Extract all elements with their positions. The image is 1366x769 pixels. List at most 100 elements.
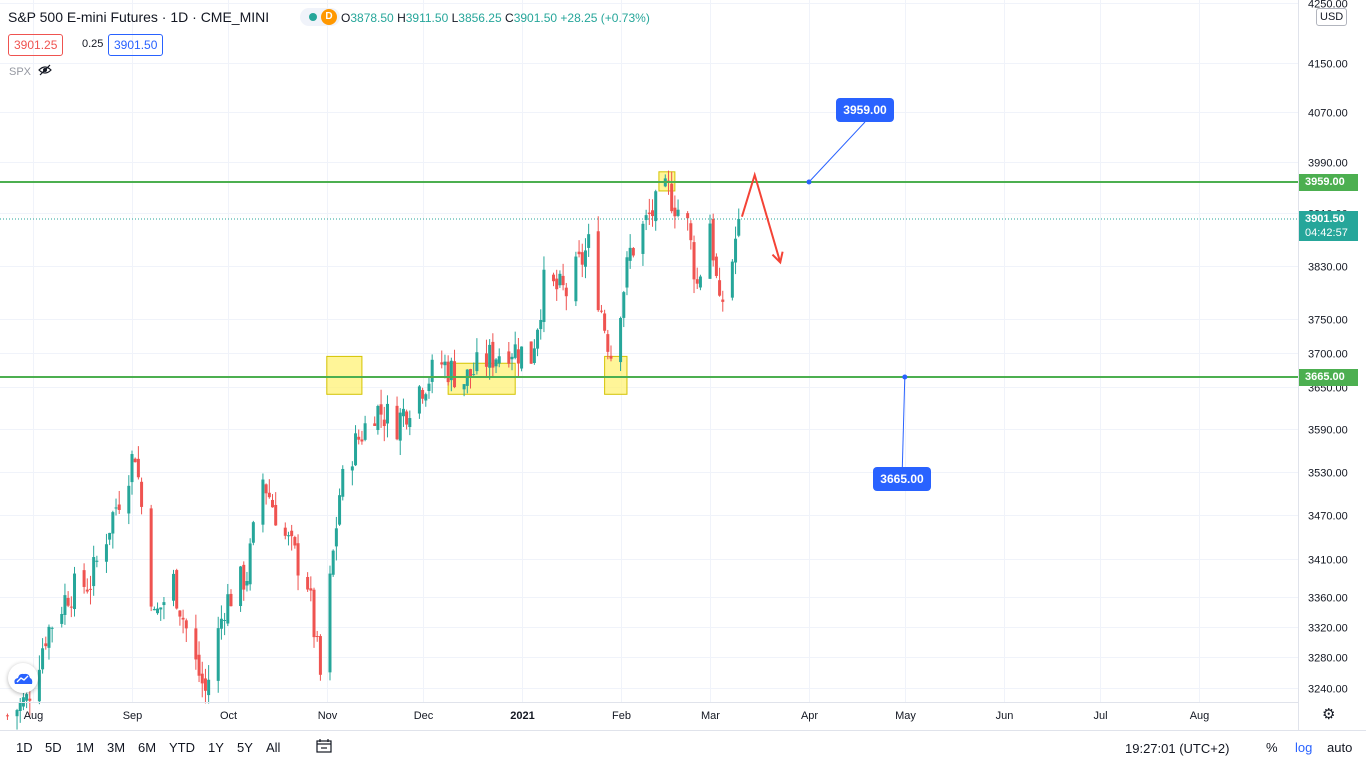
candle-body <box>331 550 335 575</box>
price-tick-10: 3530.00 <box>1308 468 1348 480</box>
time-tick-6: Feb <box>612 710 631 722</box>
candle-body <box>223 620 227 622</box>
market-status[interactable]: D <box>300 8 340 26</box>
price-chart[interactable]: 4250.004150.004070.003990.003910.003830.… <box>0 0 1366 730</box>
price-tick-1: 4150.00 <box>1308 59 1348 71</box>
price-tick-7: 3700.00 <box>1308 349 1348 361</box>
candle-body <box>108 532 112 540</box>
bottom-toolbar <box>0 730 1366 769</box>
candle-body <box>574 256 578 302</box>
candle-body <box>172 573 176 601</box>
candle-body <box>606 334 610 352</box>
candle-body <box>159 607 163 610</box>
candles <box>5 170 741 730</box>
price-axis[interactable]: 4250.004150.004070.003990.003910.003830.… <box>1308 0 1348 696</box>
timeframe-6m[interactable]: 6M <box>138 740 157 755</box>
time-axis[interactable]: Aug Sep Oct Nov Dec 2021 Feb Mar Apr May Jun Jul Aug <box>24 710 1210 722</box>
candle-body <box>417 386 421 414</box>
candle-body <box>408 418 412 428</box>
candle-body <box>264 484 268 494</box>
auto-scale-toggle[interactable]: auto <box>1327 740 1353 755</box>
timezone-clock[interactable]: 19:27:01 (UTC+2) <box>1125 741 1230 756</box>
price-tick-6: 3750.00 <box>1308 315 1348 327</box>
candle-body <box>558 273 562 286</box>
candle-body <box>312 589 316 638</box>
timeframe-all[interactable]: All <box>266 740 281 755</box>
candle-body <box>379 404 383 415</box>
candle-body <box>427 383 431 392</box>
log-scale-toggle[interactable]: log <box>1295 740 1313 755</box>
candle-body <box>446 361 450 383</box>
candle-body <box>127 485 131 514</box>
drawings[interactable] <box>740 121 908 480</box>
candle-body <box>580 252 584 265</box>
candle-body <box>261 479 265 525</box>
candle-body <box>539 319 543 330</box>
time-tick-9: May <box>895 710 916 722</box>
candle-body <box>360 439 364 442</box>
time-tick-4: Dec <box>414 710 434 722</box>
highlight-zones <box>326 171 676 395</box>
candle-body <box>306 576 310 590</box>
candle-body <box>140 481 144 507</box>
chart-grid <box>0 0 1298 702</box>
ohlc-legend: O3878.50 H3911.50 L3856.25 C3901.50 +28.… <box>341 11 650 25</box>
sell-price-button[interactable]: 3901.25 <box>8 34 64 56</box>
candle-body <box>711 219 715 261</box>
timeframe-5y[interactable]: 5Y <box>237 740 253 755</box>
candle-body <box>50 627 54 629</box>
candle-body <box>197 654 201 676</box>
timeframe-1y[interactable]: 1Y <box>208 740 224 755</box>
calendar-range-icon[interactable] <box>316 739 332 756</box>
gear-icon[interactable]: ⚙ <box>1322 706 1336 723</box>
candle-body <box>583 250 587 267</box>
candle-body <box>532 348 536 364</box>
timeframe-1d[interactable]: 1D <box>16 740 33 755</box>
timeframe-5d[interactable]: 5D <box>45 740 62 755</box>
candle-body <box>542 269 546 322</box>
timeframe-1m[interactable]: 1M <box>76 740 95 755</box>
time-tick-3: Nov <box>318 710 338 722</box>
currency-badge[interactable]: USD <box>1316 8 1348 26</box>
resistance-callout[interactable]: 3959.00 <box>836 98 894 122</box>
candle-body <box>315 636 319 638</box>
time-tick-1: Sep <box>123 710 143 722</box>
candle-body <box>136 458 140 478</box>
percent-scale-toggle[interactable]: % <box>1266 740 1278 755</box>
buy-price-button[interactable]: 3901.50 <box>108 34 164 56</box>
tradingview-cloud-icon[interactable] <box>8 663 38 693</box>
candle-body <box>175 570 179 609</box>
candle-body <box>401 408 405 417</box>
candle-body <box>497 356 501 364</box>
candle-body <box>484 353 488 367</box>
candle-body <box>357 436 361 440</box>
forecast-arrow[interactable] <box>740 171 782 263</box>
candle-body <box>628 247 632 261</box>
resistance-callout-anchor[interactable] <box>806 179 812 185</box>
candle-body <box>271 499 275 508</box>
candle-body <box>644 215 648 221</box>
compare-symbol-label[interactable]: SPX <box>9 66 32 78</box>
candle-body <box>631 248 635 256</box>
timeframe-3m[interactable]: 3M <box>107 740 126 755</box>
candle-body <box>491 341 495 368</box>
candle-body <box>194 628 198 660</box>
horizontal-lines[interactable] <box>0 181 1298 378</box>
candle-body <box>603 313 607 331</box>
candle-body <box>309 588 313 591</box>
candle-body <box>60 613 64 624</box>
support-callout-leader <box>901 376 906 480</box>
candle-body <box>47 626 51 648</box>
symbol-title[interactable]: S&P 500 E-mini Futures · 1D · CME_MINI <box>8 9 270 25</box>
support-callout-anchor[interactable] <box>902 374 908 380</box>
candle-body <box>37 669 41 702</box>
time-tick-8: Apr <box>801 710 818 722</box>
eye-hidden-icon[interactable] <box>38 64 52 79</box>
candle-body <box>430 359 434 382</box>
timeframe-ytd[interactable]: YTD <box>169 740 195 755</box>
spread-value: 0.25 <box>82 38 104 50</box>
candle-body <box>443 361 447 366</box>
support-callout[interactable]: 3665.00 <box>873 467 931 491</box>
candle-body <box>114 507 118 509</box>
candle-body <box>203 678 207 691</box>
